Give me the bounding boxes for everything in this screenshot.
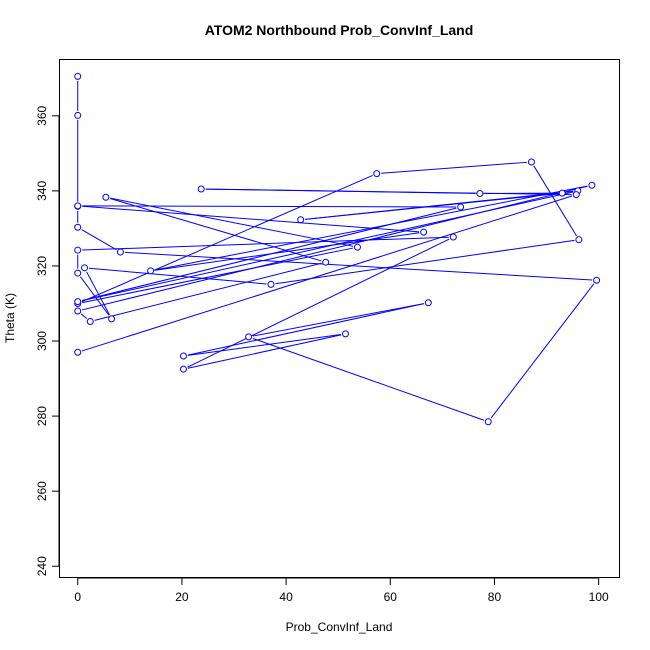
series-segment <box>81 207 457 302</box>
series-segment <box>275 239 575 285</box>
data-point <box>179 352 187 360</box>
y-tick-label: 340 <box>35 181 49 201</box>
data-point <box>86 318 94 326</box>
x-tick-label: 60 <box>384 590 398 604</box>
data-point <box>558 189 566 197</box>
data-point <box>74 202 82 210</box>
data-point <box>179 365 187 373</box>
x-tick-label: 20 <box>175 590 189 604</box>
series-segment <box>187 334 342 369</box>
y-tick-label: 280 <box>35 406 49 426</box>
x-tick-label: 40 <box>279 590 293 604</box>
data-point <box>74 72 82 80</box>
data-point <box>81 264 89 272</box>
data-point <box>108 315 116 323</box>
series-segment <box>81 195 573 352</box>
x-tick-label: 0 <box>74 590 81 604</box>
y-axis-label: Theta (K) <box>3 293 17 343</box>
series-segment <box>490 283 595 419</box>
data-point <box>74 269 82 277</box>
data-point <box>297 216 305 224</box>
data-point <box>476 190 484 198</box>
series-segment <box>86 271 110 316</box>
data-point <box>457 203 465 211</box>
data-point <box>484 418 492 426</box>
series-segment <box>80 313 88 319</box>
data-point <box>373 170 381 178</box>
data-point <box>147 267 155 275</box>
y-tick-label: 240 <box>35 556 49 576</box>
series-segment <box>252 337 485 421</box>
series-segment <box>88 267 267 285</box>
data-point <box>424 299 432 307</box>
y-tick-label: 320 <box>35 256 49 276</box>
series-points <box>74 72 601 426</box>
series-segment <box>94 262 322 321</box>
data-point <box>322 258 330 266</box>
series-segment <box>187 238 450 368</box>
series-segment <box>82 205 420 233</box>
y-tick-label: 360 <box>35 105 49 125</box>
data-point <box>197 185 205 193</box>
series-segment <box>82 236 449 251</box>
data-point <box>102 193 110 201</box>
series-segment <box>155 232 420 271</box>
data-point <box>593 276 601 284</box>
data-point <box>353 243 361 251</box>
series-segment <box>81 229 117 251</box>
data-point <box>341 330 349 338</box>
y-tick-label: 300 <box>35 331 49 351</box>
data-point <box>449 233 457 241</box>
chart-title: ATOM2 Northbound Prob_ConvInf_Land <box>205 22 474 38</box>
data-point <box>74 348 82 356</box>
y-tick-label: 260 <box>35 481 49 501</box>
data-point <box>575 236 583 244</box>
data-point <box>527 158 535 166</box>
series-lines <box>77 80 595 421</box>
x-tick-label: 100 <box>589 590 609 604</box>
data-point <box>74 307 82 315</box>
x-axis: 0 20 40 60 80 100 <box>74 577 609 604</box>
series-segment <box>187 334 342 356</box>
data-point <box>245 333 253 341</box>
data-point <box>572 191 580 199</box>
series-segment <box>124 251 593 281</box>
y-axis: 240 260 280 300 320 340 360 <box>35 105 60 576</box>
data-point <box>74 246 82 254</box>
data-point <box>588 181 596 189</box>
series-segment <box>252 303 424 337</box>
data-point <box>74 111 82 119</box>
series-segment <box>81 174 373 303</box>
data-point <box>420 228 428 236</box>
series-segment <box>187 303 425 356</box>
series-segment <box>381 161 528 174</box>
data-point <box>116 248 124 256</box>
series-segment <box>305 193 558 220</box>
series-segment <box>82 205 457 208</box>
data-point <box>74 223 82 231</box>
x-axis-label: Prob_ConvInf_Land <box>286 620 393 634</box>
x-tick-label: 80 <box>488 590 502 604</box>
data-point <box>267 280 275 288</box>
series-segment <box>82 191 574 302</box>
series-segment <box>205 188 572 196</box>
data-point <box>74 298 82 306</box>
